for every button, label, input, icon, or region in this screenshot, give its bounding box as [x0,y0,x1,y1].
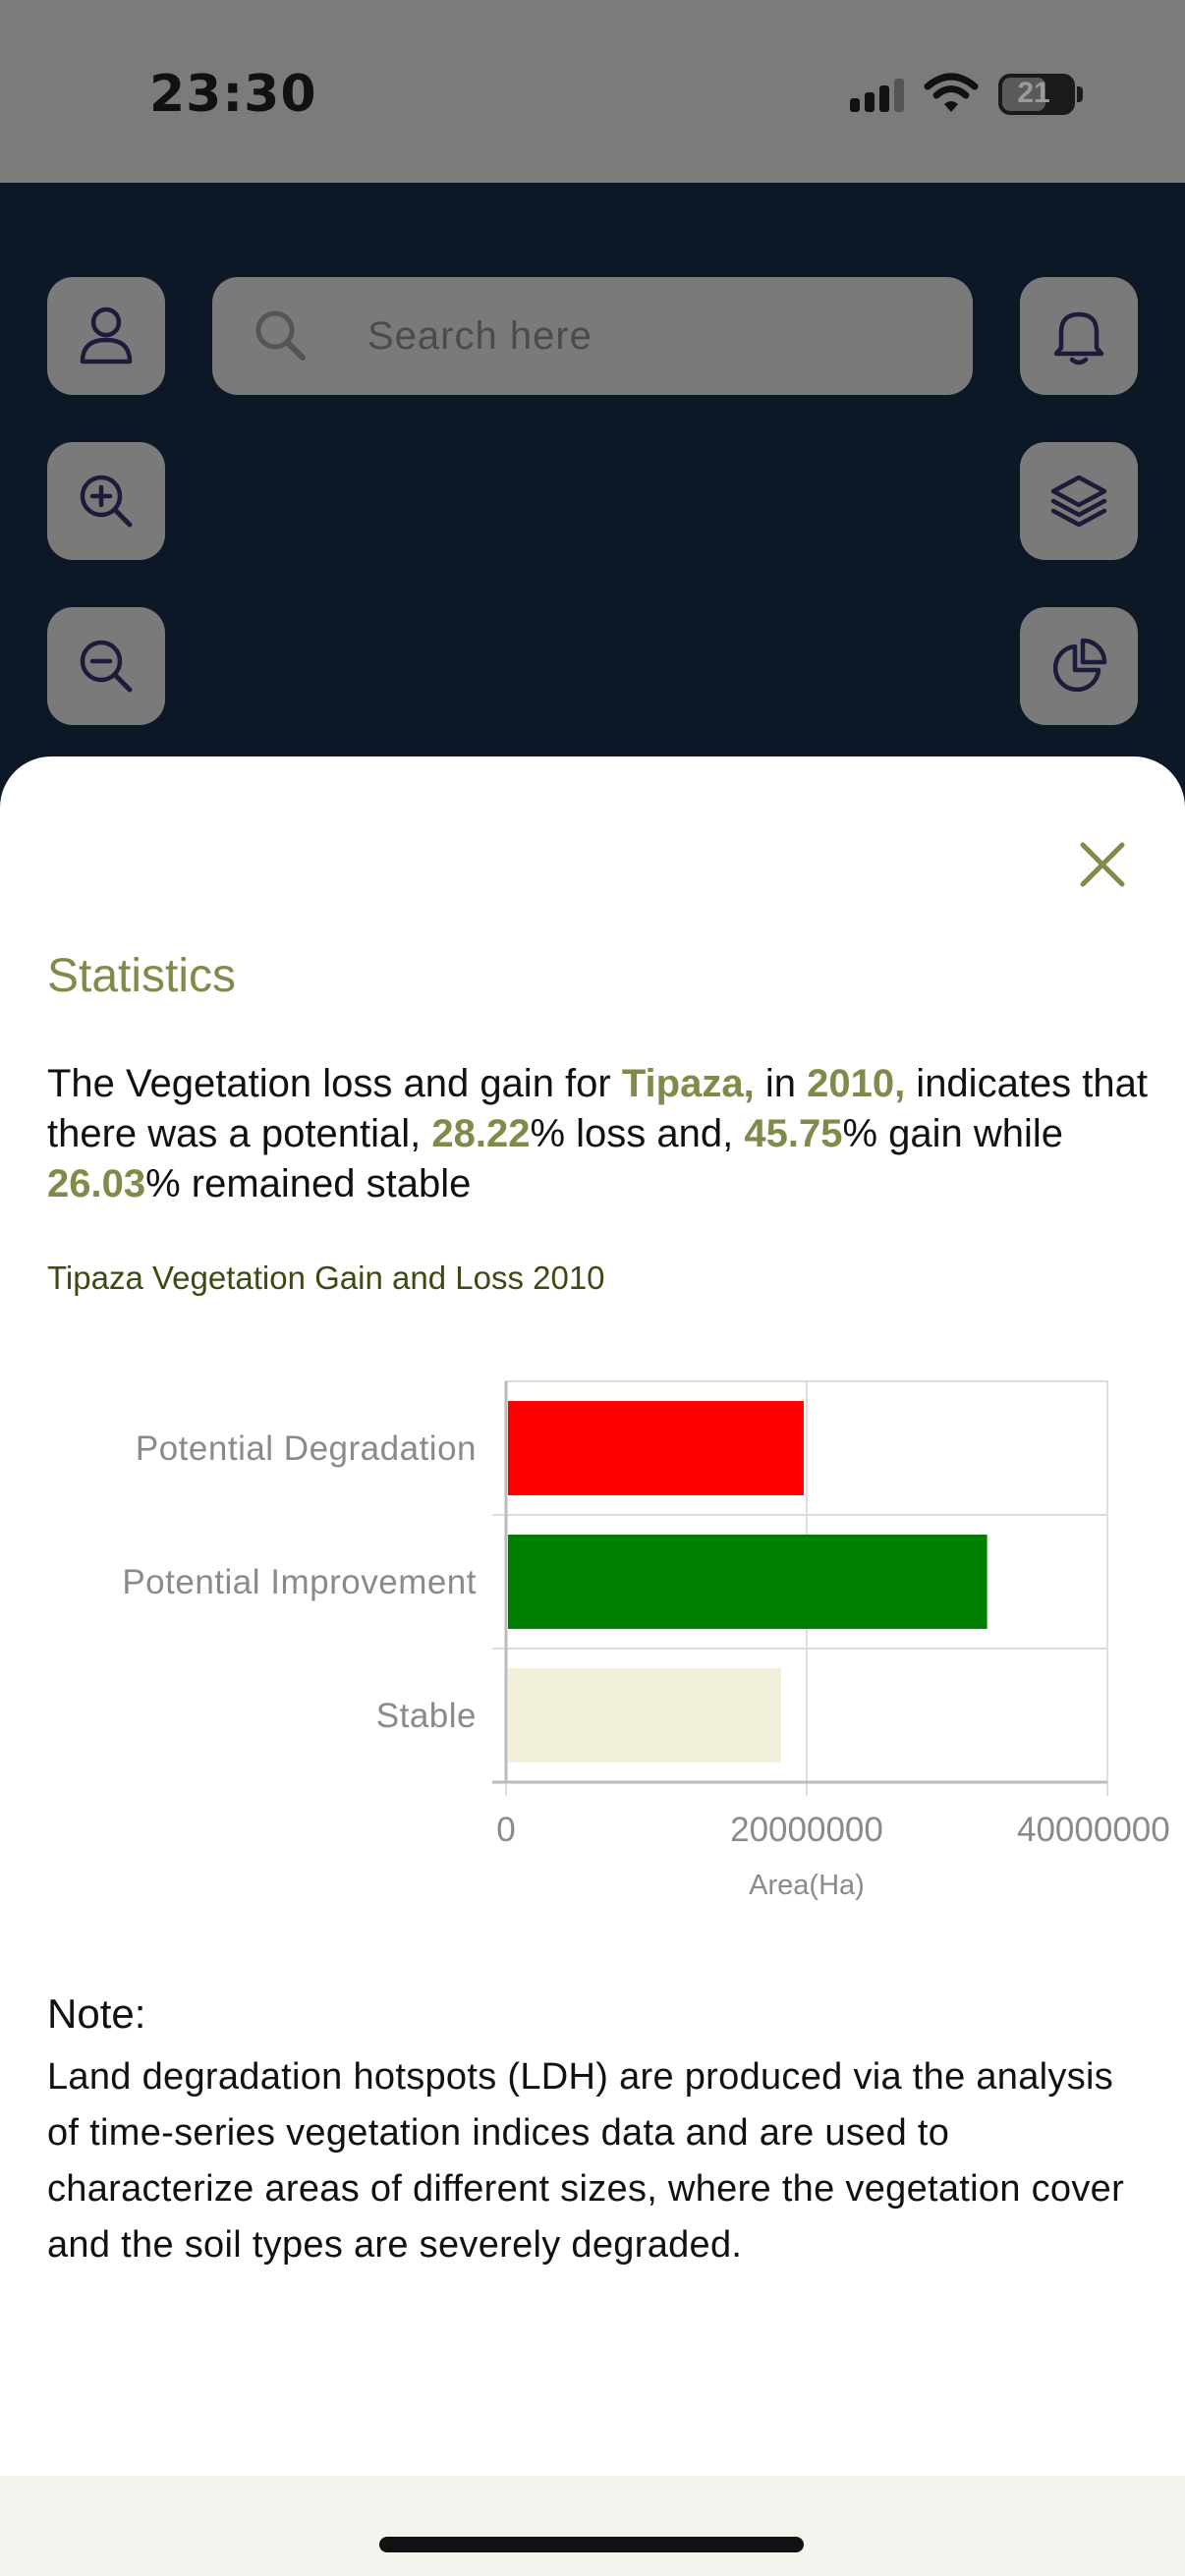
sheet-title: Statistics [47,950,237,1002]
bar-stable [508,1668,781,1763]
zoom-out-button[interactable] [47,607,165,725]
summary-text: % remained stable [145,1162,472,1205]
battery-cap [1077,86,1083,102]
layers-button[interactable] [1020,442,1138,560]
statistics-sheet [0,756,1185,2576]
search-icon [255,310,306,361]
summary-text: in [754,1062,808,1105]
search-bar[interactable] [212,277,973,395]
summary-loss-percent: 28.22 [431,1112,531,1155]
category-label: Potential Degradation [136,1429,477,1468]
pie-chart-icon [1052,638,1107,693]
signal-icon [850,79,904,112]
home-indicator[interactable] [379,2537,804,2552]
summary-stable-percent: 26.03 [47,1162,146,1205]
zoom-out-icon [80,640,133,693]
close-icon[interactable] [1071,833,1134,896]
status-time: 23:30 [149,65,317,124]
battery-icon: 21 [998,74,1075,115]
chart-title: Tipaza Vegetation Gain and Loss 2010 [47,1260,605,1296]
x-tick-label: 0 [496,1811,515,1849]
profile-button[interactable] [47,277,165,395]
note-heading: Note: [47,1990,146,2037]
statistics-summary: The Vegetation loss and gain for Tipaza,… [47,1059,1157,1209]
x-tick-label: 20000000 [730,1811,883,1849]
layers-icon [1050,475,1107,528]
summary-gain-percent: 45.75 [744,1112,843,1155]
bar-potential-improvement [508,1535,988,1629]
battery-text: 21 [1017,77,1050,109]
summary-region: Tipaza, [621,1062,755,1105]
x-axis-label: Area(Ha) [749,1870,865,1901]
home-indicator-area [0,2476,1185,2576]
category-label: Potential Improvement [122,1563,477,1601]
summary-year: 2010, [807,1062,906,1105]
zoom-in-button[interactable] [47,442,165,560]
category-label: Stable [376,1697,477,1735]
profile-icon [80,307,133,364]
bar-potential-degradation [508,1401,804,1495]
wifi-icon [924,73,979,112]
x-tick-label: 40000000 [1017,1811,1170,1849]
status-bar: 23:30 21 [0,0,1185,183]
note-body: Land degradation hotspots (LDH) are prod… [47,2056,1125,2266]
bell-icon [1053,311,1104,365]
vegetation-bar-chart: Potential Degradation Potential Improveme… [122,1380,1170,1901]
notifications-button[interactable] [1020,277,1138,395]
summary-text: % gain while [842,1112,1064,1155]
battery-level [1002,78,1045,111]
search-input[interactable] [366,303,939,369]
summary-text: % loss and, [530,1112,745,1155]
map-view[interactable] [0,183,1185,792]
summary-text: indicates that there was a potential, [47,1062,1149,1155]
statistics-button[interactable] [1020,607,1138,725]
summary-text: The Vegetation loss and gain for [47,1062,622,1105]
zoom-in-icon [80,475,133,528]
